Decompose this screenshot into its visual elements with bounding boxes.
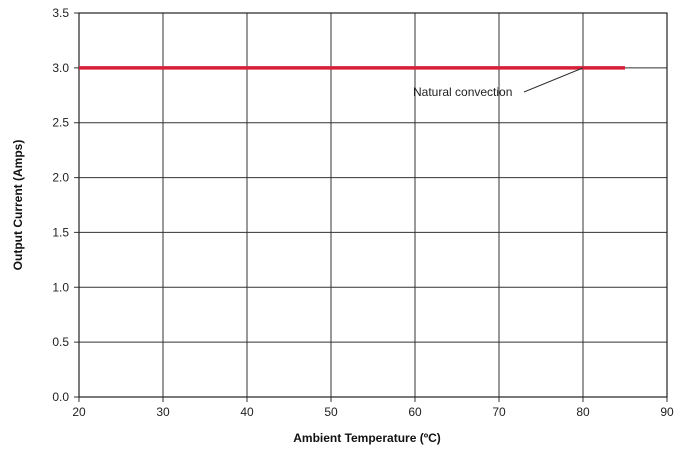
x-tick-label: 50: [324, 405, 338, 419]
y-tick-label: 1.0: [52, 280, 69, 294]
annotation-leader-line: [523, 67, 584, 93]
y-tick-label: 2.5: [52, 116, 69, 130]
x-tick-label: 40: [240, 405, 254, 419]
x-tick-label: 20: [72, 405, 86, 419]
x-axis-title: Ambient Temperature (ºC): [293, 431, 441, 445]
y-tick-label: 0.5: [52, 335, 69, 349]
annotation-group: Natural convection: [413, 67, 584, 99]
grid: [74, 12, 668, 402]
x-tick-label: 60: [408, 405, 422, 419]
y-tick-label: 1.5: [52, 225, 69, 239]
y-tick-label: 0.0: [52, 390, 69, 404]
plot-frame: [78, 12, 668, 398]
y-tick-label: 2.0: [52, 171, 69, 185]
x-tick-label: 70: [492, 405, 506, 419]
y-axis-ticks: 0.0 0.5 1.0 1.5 2.0 2.5 3.0 3.5: [52, 6, 69, 404]
plot-border: [78, 12, 668, 398]
x-tick-label: 90: [660, 405, 674, 419]
y-axis-title: Output Current (Amps): [11, 140, 25, 271]
x-tick-label: 30: [156, 405, 170, 419]
x-axis-ticks: 20 30 40 50 60 70 80 90: [72, 405, 674, 419]
y-tick-label: 3.0: [52, 61, 69, 75]
annotation-natural-convection: Natural convection: [413, 85, 512, 99]
y-tick-label: 3.5: [52, 6, 69, 20]
x-tick-label: 80: [576, 405, 590, 419]
